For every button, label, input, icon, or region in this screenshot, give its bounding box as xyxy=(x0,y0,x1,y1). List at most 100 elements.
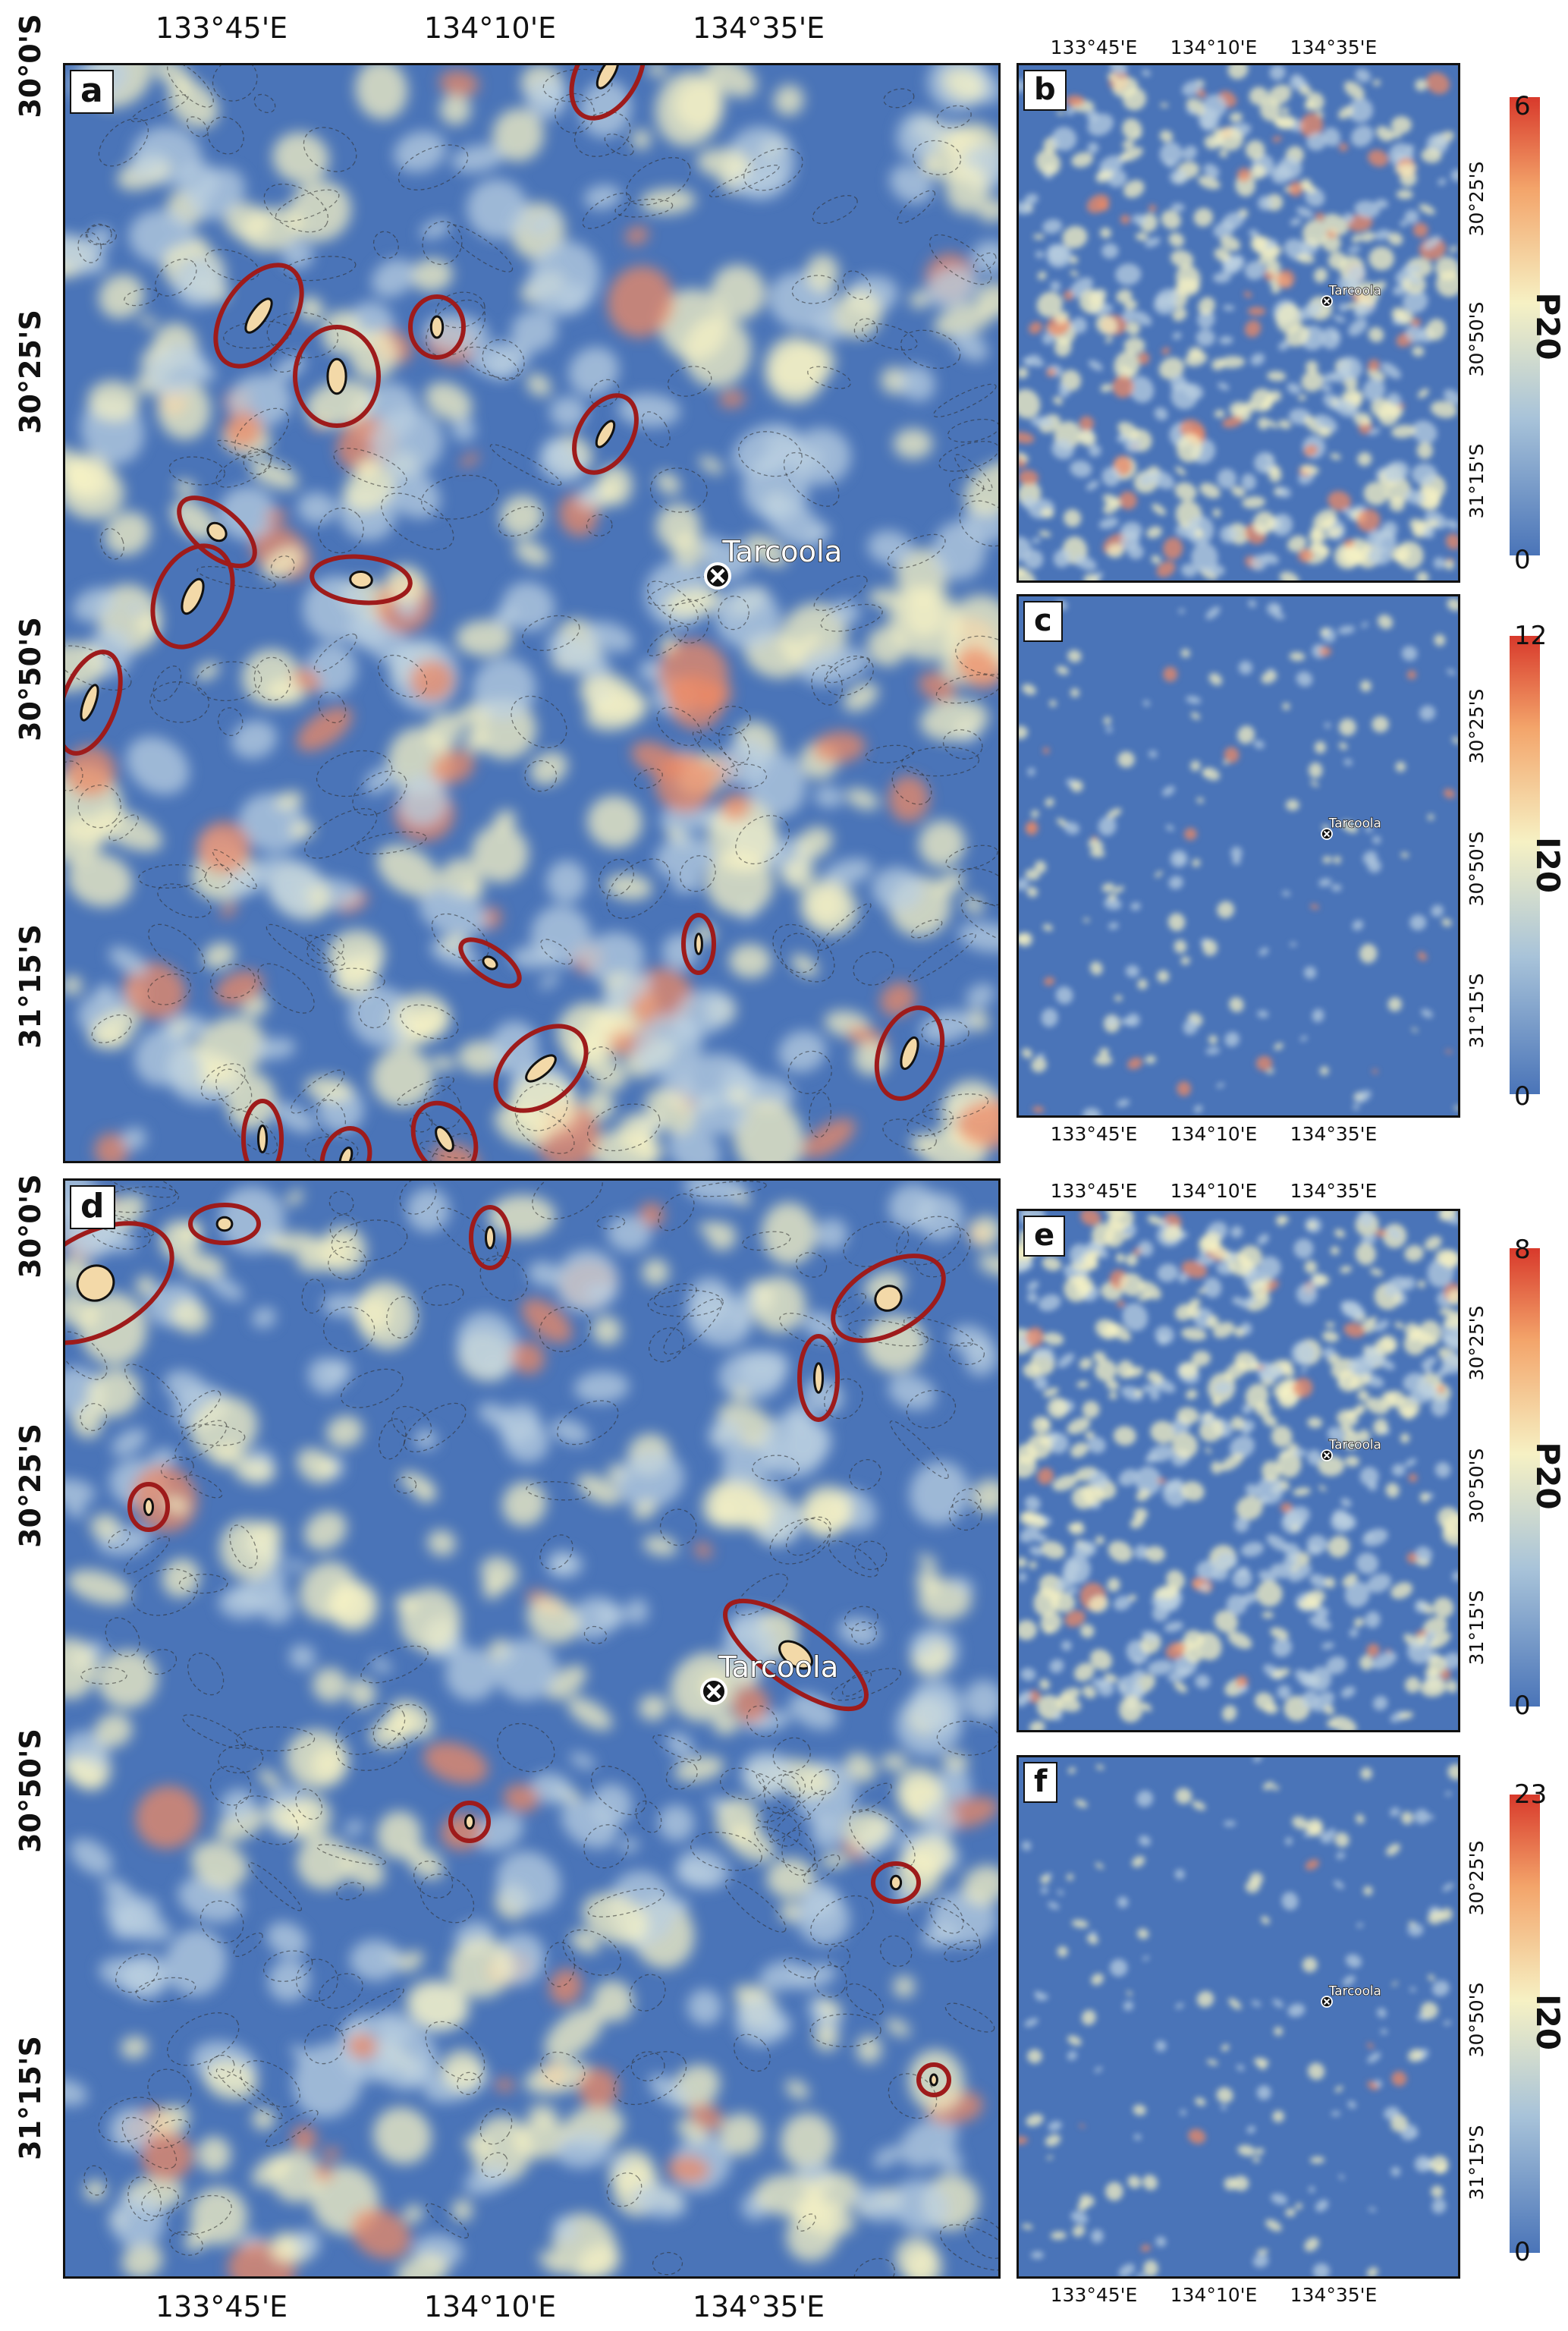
heatmap-blob xyxy=(1433,557,1445,569)
dashed-contour xyxy=(354,831,427,855)
heatmap-blob xyxy=(1100,227,1111,239)
heatmap-blob xyxy=(1421,1008,1433,1018)
dashed-contour xyxy=(328,1191,354,1215)
heatmap-blob xyxy=(1428,1974,1435,1981)
heatmap-blob xyxy=(1147,1659,1174,1675)
heatmap-blob xyxy=(809,523,831,543)
heatmap-blob xyxy=(1419,705,1436,721)
heatmap-blob xyxy=(1044,977,1055,986)
dashed-contour xyxy=(358,996,391,1029)
dashed-contour xyxy=(209,1766,252,1806)
heatmap-blob xyxy=(1037,271,1047,280)
top-lon-label-1: 133°45'E xyxy=(155,11,288,45)
heatmap-blob xyxy=(1174,939,1187,954)
heatmap-blob xyxy=(1307,1222,1317,1229)
heatmap-blob xyxy=(1372,1696,1388,1711)
heatmap-blob xyxy=(1224,2177,1237,2191)
heatmap-blob xyxy=(1271,1425,1293,1448)
dashed-contour xyxy=(143,1649,178,1675)
dashed-contour xyxy=(665,1760,698,1790)
heatmap-blob xyxy=(854,2186,897,2222)
dashed-contour xyxy=(959,500,998,547)
heatmap-blob xyxy=(1445,533,1458,550)
heatmap-blob xyxy=(1233,1326,1245,1338)
heatmap-blob xyxy=(583,184,621,210)
heatmap-blob xyxy=(633,1499,657,1520)
heatmap-blob xyxy=(1435,1249,1458,1266)
heatmap-blob xyxy=(1150,1420,1177,1444)
heatmap-blob xyxy=(1130,1686,1145,1699)
colorbar-f-min: 0 xyxy=(1514,2237,1531,2267)
dashed-contour xyxy=(692,731,739,776)
heatmap-blob xyxy=(1277,1685,1291,1700)
heatmap-blob xyxy=(1315,212,1325,222)
heatmap-blob xyxy=(1350,125,1374,147)
dashed-contour xyxy=(335,1703,406,1755)
hotspot-contour xyxy=(464,1814,475,1830)
c-lat-label-3: 31°15'S xyxy=(1466,973,1488,1049)
heatmap-blob xyxy=(265,508,287,524)
heatmap-blob xyxy=(1157,970,1170,983)
heatmap-blob xyxy=(68,1569,131,1605)
heatmap-blob xyxy=(1428,519,1439,528)
heatmap-blob xyxy=(1438,178,1447,186)
heatmap-blob xyxy=(1151,555,1161,565)
heatmap-blob xyxy=(1334,2085,1343,2093)
heatmap-blob xyxy=(910,1678,963,1732)
heatmap-blob xyxy=(1255,1581,1283,1607)
dashed-contour xyxy=(497,1722,555,1773)
dashed-contour xyxy=(166,2194,232,2236)
dashed-contour xyxy=(809,2013,881,2047)
heatmap-blob xyxy=(1256,2085,1271,2100)
heatmap-blob xyxy=(1031,810,1039,818)
heatmap-blob xyxy=(1306,360,1318,373)
heatmap-blob xyxy=(530,1773,573,1804)
heatmap-blob xyxy=(1243,291,1252,298)
heatmap-blob xyxy=(781,1420,832,1467)
heatmap-blob xyxy=(272,1232,321,1255)
heatmap-blob xyxy=(1391,1464,1406,1477)
dashed-contour xyxy=(906,1389,957,1429)
heatmap-blob xyxy=(1103,499,1120,514)
heatmap-blob xyxy=(1205,606,1221,620)
heatmap-blob xyxy=(1092,1351,1107,1363)
heatmap-blob xyxy=(451,144,504,173)
heatmap-blob xyxy=(413,1429,438,1450)
heatmap-blob xyxy=(957,921,998,952)
dashed-contour xyxy=(900,329,961,370)
heatmap-blob xyxy=(480,1556,518,1590)
dashed-contour xyxy=(421,1284,464,1306)
panel-d-map: Tarcoola d xyxy=(63,1178,1001,2279)
dashed-contour xyxy=(809,1091,831,1138)
heatmap-blob xyxy=(1334,1228,1346,1238)
dashed-contour xyxy=(842,270,872,300)
heatmap-blob xyxy=(1135,232,1149,241)
heatmap-blob xyxy=(1252,2156,1261,2163)
heatmap-blob xyxy=(1367,149,1389,167)
heatmap-blob xyxy=(203,942,236,970)
heatmap-blob xyxy=(741,164,786,193)
heatmap-blob xyxy=(1079,2124,1086,2128)
heatmap-blob xyxy=(1295,2203,1302,2210)
dashed-contour xyxy=(210,964,256,999)
heatmap-blob xyxy=(1113,886,1124,894)
colorbar-c-min: 0 xyxy=(1514,1081,1531,1112)
heatmap-blob xyxy=(1172,332,1182,340)
dashed-contour xyxy=(149,681,210,723)
heatmap-blob xyxy=(1118,491,1137,510)
dashed-contour xyxy=(851,1782,892,1813)
heatmap-blob xyxy=(728,943,771,979)
heatmap-blob xyxy=(1290,218,1302,226)
heatmap-blob xyxy=(822,858,872,887)
heatmap-blob xyxy=(1396,189,1413,200)
heatmap-blob xyxy=(1199,483,1221,499)
heatmap-blob xyxy=(94,1713,133,1747)
dashed-contour xyxy=(91,1014,132,1043)
heatmap-blob xyxy=(371,1047,434,1108)
dashed-contour xyxy=(419,1873,475,1924)
heatmap-blob xyxy=(294,2229,321,2257)
heatmap-blob xyxy=(164,1496,189,1514)
heatmap-blob xyxy=(1101,243,1119,259)
heatmap-blob xyxy=(1390,116,1412,134)
heatmap-blob xyxy=(1304,1260,1318,1274)
